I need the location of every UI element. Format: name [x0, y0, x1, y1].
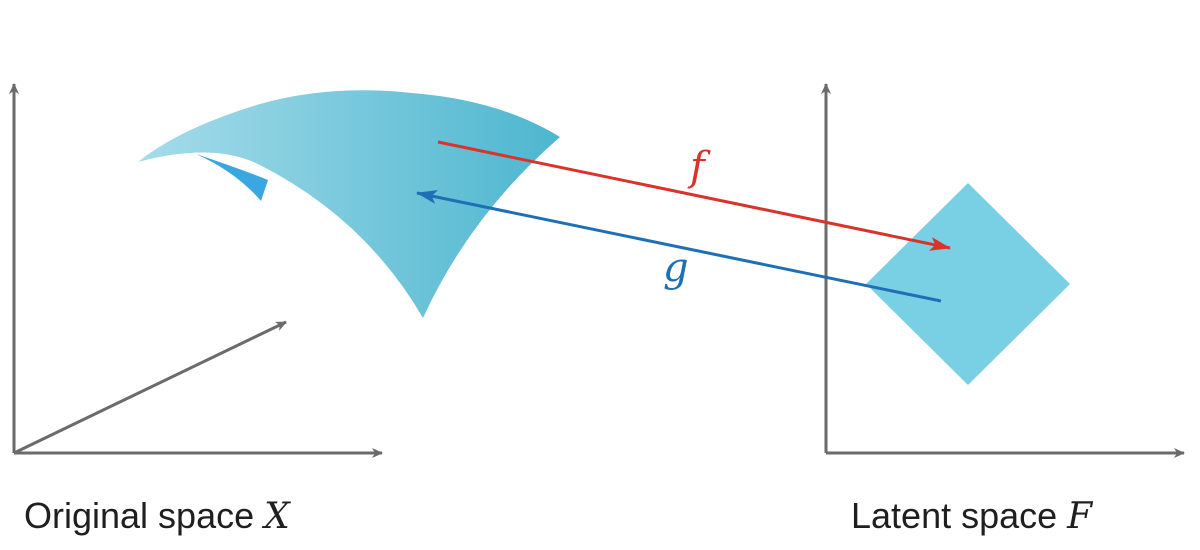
original-space-label: Original space	[24, 495, 264, 536]
manifold-surface	[138, 90, 560, 318]
manifold-fold	[196, 154, 268, 201]
latent-space-axes	[821, 83, 1185, 458]
original-space-caption: Original space X	[24, 495, 291, 537]
latent-space-caption: Latent space F	[851, 495, 1094, 537]
latent-space-symbol: F	[1066, 496, 1094, 537]
forward-mapping-label: f	[687, 144, 711, 190]
latent-square	[866, 183, 1070, 385]
original-space-symbol: X	[261, 496, 291, 537]
inverse-mapping-label: g	[663, 245, 689, 291]
original-z-axis	[13, 320, 287, 455]
data-manifold	[138, 90, 560, 318]
original-space-axes	[9, 83, 383, 458]
latent-space-label: Latent space	[851, 495, 1067, 536]
forward-mapping-arrow	[437, 140, 951, 251]
inverse-mapping-arrow	[416, 190, 942, 303]
